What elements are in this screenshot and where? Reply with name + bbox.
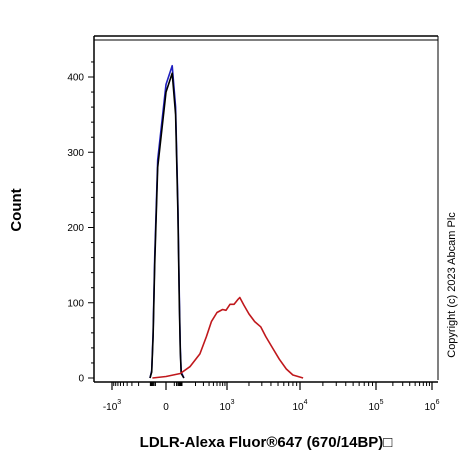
x-axis-title: LDLR-Alexa Fluor®647 (670/14BP)□	[140, 434, 393, 451]
series-line-2	[152, 296, 304, 379]
plot-frame	[93, 35, 439, 383]
copyright-text: Copyright (c) 2023 Abcam Plc	[446, 212, 458, 358]
y-axis-title: Count	[8, 188, 25, 231]
x-tick-label-5: 106	[424, 399, 439, 413]
y-tick-label-400: 400	[67, 73, 84, 84]
x-tick-label-2: 103	[219, 399, 234, 413]
y-tick-label-300: 300	[67, 148, 84, 159]
x-tick-label-3: 104	[292, 399, 307, 413]
y-tick-label-200: 200	[67, 223, 84, 234]
x-tick-label-4: 105	[368, 399, 383, 413]
y-tick-label-100: 100	[67, 298, 84, 309]
histogram-series	[149, 64, 304, 379]
x-tick-label-0: -103	[103, 399, 121, 413]
y-tick-label-0: 0	[78, 374, 84, 385]
x-tick-label-1: 0	[163, 402, 169, 413]
x-axis-ticks: -103 0 103 104 105 106	[103, 382, 440, 413]
series-line-1	[149, 72, 185, 379]
y-axis-ticks: 0 100 200 300 400	[67, 61, 94, 385]
